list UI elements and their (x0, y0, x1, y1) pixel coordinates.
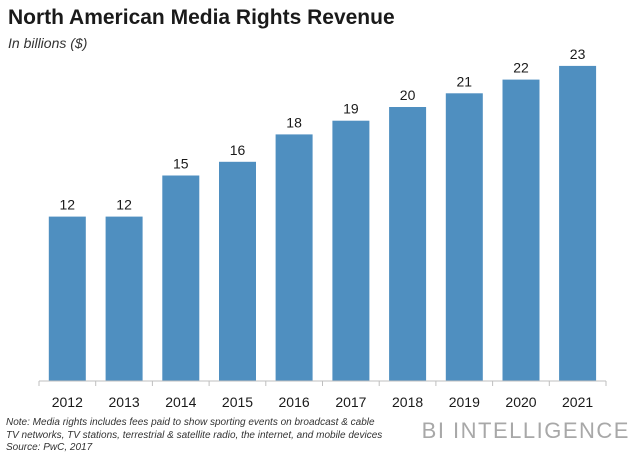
chart-subtitle: In billions ($) (8, 35, 88, 51)
bar-2014 (162, 175, 200, 381)
footnote: Note: Media rights includes fees paid to… (6, 417, 426, 455)
note-line-1: Note: Media rights includes fees paid to… (6, 417, 375, 428)
data-label-2018: 20 (400, 87, 416, 103)
data-label-2016: 18 (286, 114, 302, 130)
data-label-2013: 12 (116, 197, 132, 213)
bar-2017 (332, 120, 370, 381)
x-tick-label-2020: 2020 (505, 394, 536, 410)
data-label-2015: 16 (230, 142, 246, 158)
data-label-2017: 19 (343, 101, 359, 117)
bar-2016 (275, 134, 313, 381)
bar-2013 (105, 216, 143, 381)
x-tick-label-2013: 2013 (109, 394, 140, 410)
bi-intelligence-logo: BI INTELLIGENCE (421, 418, 630, 443)
bar-2012 (48, 216, 86, 381)
data-label-2021: 23 (570, 46, 586, 62)
source-line: Source: PwC, 2017 (6, 442, 93, 453)
x-tick-label-2017: 2017 (335, 394, 366, 410)
data-label-2020: 22 (513, 60, 529, 76)
data-label-2019: 21 (457, 73, 473, 89)
bar-2015 (219, 161, 256, 381)
x-tick-label-2012: 2012 (52, 394, 83, 410)
chart-title: North American Media Rights Revenue (8, 6, 395, 29)
x-tick-label-2021: 2021 (562, 394, 593, 410)
data-label-2012: 12 (60, 197, 76, 213)
bar-2019 (445, 93, 483, 382)
x-tick-label-2019: 2019 (449, 394, 480, 410)
bar-2020 (502, 79, 540, 381)
x-tick-label-2018: 2018 (392, 394, 423, 410)
note-line-2: TV networks, TV stations, terrestrial & … (6, 429, 383, 441)
x-tick-label-2014: 2014 (165, 394, 196, 410)
bar-2018 (389, 107, 427, 381)
x-tick-label-2016: 2016 (279, 394, 310, 410)
data-label-2014: 15 (173, 156, 189, 172)
x-tick-label-2015: 2015 (222, 394, 253, 410)
bar-2021 (559, 65, 597, 382)
